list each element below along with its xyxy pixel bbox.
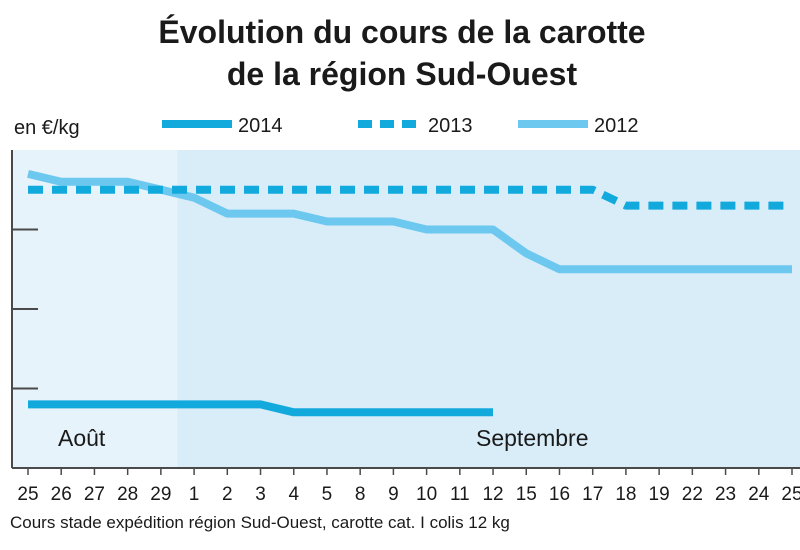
legend-item-2014: 2014 <box>162 115 283 137</box>
axes <box>11 150 800 475</box>
x-tick-label: 22 <box>682 484 703 505</box>
legend-item-2013: 2013 <box>358 115 473 137</box>
series-layer <box>27 170 792 417</box>
plot-background-septembre <box>177 150 800 468</box>
y-axis-unit-label: en €/kg <box>14 117 80 139</box>
x-tick-label: 25 <box>17 484 38 505</box>
x-tick-label: 3 <box>255 484 266 505</box>
x-tick-label: 5 <box>322 484 333 505</box>
x-tick-label: 25 <box>781 484 800 505</box>
month-label-septembre: Septembre <box>476 425 589 451</box>
series-line-2013 <box>28 185 792 210</box>
x-tick-label: 8 <box>355 484 366 505</box>
x-tick-label: 11 <box>450 484 470 505</box>
x-tick-label: 15 <box>516 484 537 505</box>
x-tick-label: 12 <box>482 484 503 505</box>
x-tick-label: 23 <box>715 484 736 505</box>
series-line-2014 <box>28 400 493 417</box>
x-tick-label: 18 <box>615 484 636 505</box>
x-tick-label: 2 <box>222 484 233 505</box>
x-tick-label: 27 <box>84 484 105 505</box>
x-tick-label: 24 <box>748 484 770 505</box>
x-tick-label: 16 <box>549 484 570 505</box>
x-tick-label: 17 <box>582 484 603 505</box>
x-tick-labels: 25 26 27 28 29 1 2 3 4 5 8 9 10 11 12 15 16 17 18 19 22 23 24 2… <box>17 484 800 505</box>
plot-background-aout <box>12 150 178 468</box>
x-tick-label: 4 <box>288 484 299 505</box>
legend-label: 2014 <box>238 115 283 137</box>
x-tick-label: 10 <box>416 484 437 505</box>
x-tick-label: 26 <box>51 484 72 505</box>
month-label-aout: Août <box>58 425 106 451</box>
chart-title: Évolution du cours de la carotte de la r… <box>158 14 645 92</box>
legend-item-2012: 2012 <box>518 115 639 137</box>
x-tick-label: 29 <box>150 484 171 505</box>
legend-label: 2013 <box>428 115 473 137</box>
legend-label: 2012 <box>594 115 639 137</box>
legend: 2014 2013 2012 <box>162 115 639 137</box>
x-tick-label: 19 <box>649 484 670 505</box>
x-tick-label: 28 <box>117 484 138 505</box>
chart-title-line1: Évolution du cours de la carotte <box>158 14 645 50</box>
x-tick-label: 1 <box>189 484 200 505</box>
chart-title-line2: de la région Sud-Ouest <box>227 56 578 92</box>
footnote: Cours stade expédition région Sud-Ouest,… <box>10 513 510 532</box>
x-tick-label: 9 <box>388 484 399 505</box>
